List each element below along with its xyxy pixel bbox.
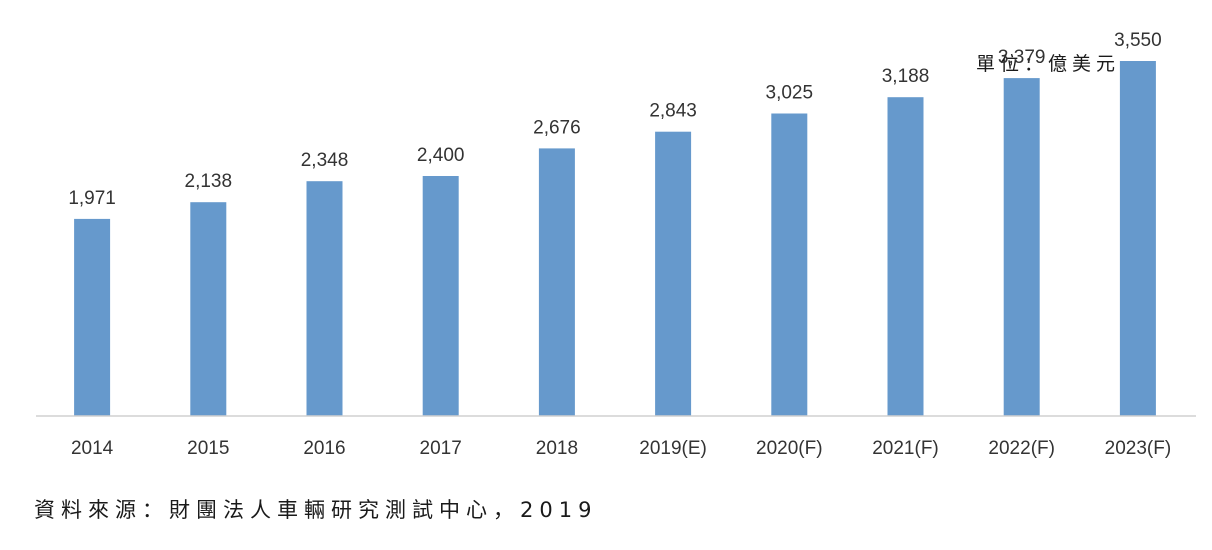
data-label-2016: 2,348 — [301, 150, 349, 171]
bar-2017 — [422, 176, 459, 416]
source-note: 資料來源：財團法人車輛研究測試中心，2019 — [34, 498, 598, 522]
x-tick-labels-group: 2014 2015 2016 2017 2018 2019(E) 2020(F) 2021(F… — [71, 438, 1171, 459]
bar-2020(F) — [771, 113, 808, 416]
data-label-2020(F): 3,025 — [766, 83, 814, 104]
bar-2015 — [190, 202, 227, 416]
data-label-2021(F): 3,188 — [882, 66, 930, 87]
bar-2019(E) — [655, 131, 692, 416]
data-labels-group: 1,971 2,138 2,348 2,400 2,676 2,843 3,025 3,188… — [68, 30, 1161, 209]
x-tick-label-2021(F): 2021(F) — [872, 438, 939, 459]
data-label-2017: 2,400 — [417, 145, 465, 166]
bar-2014 — [74, 218, 111, 416]
bars-group — [74, 61, 1156, 416]
bar-2016 — [306, 181, 343, 416]
x-tick-label-2016: 2016 — [303, 438, 345, 459]
x-tick-label-2018: 2018 — [536, 438, 578, 459]
x-tick-label-2022(F): 2022(F) — [988, 438, 1055, 459]
data-label-2014: 1,971 — [68, 188, 116, 209]
data-label-2018: 2,676 — [533, 117, 581, 138]
x-tick-label-2017: 2017 — [420, 438, 462, 459]
bar-2023(F) — [1119, 61, 1156, 416]
x-tick-label-2019(E): 2019(E) — [639, 438, 707, 459]
x-tick-label-2015: 2015 — [187, 438, 229, 459]
bar-2022(F) — [1003, 78, 1040, 416]
data-label-2015: 2,138 — [185, 171, 233, 192]
unit-label: 單位：億美元 — [976, 53, 1120, 75]
bar-2021(F) — [887, 97, 924, 416]
bar-chart: 單位：億美元 1,971 2,138 2,348 2,400 2,676 2,843 3,0… — [36, 30, 1196, 459]
x-tick-label-2023(F): 2023(F) — [1105, 438, 1172, 459]
data-label-2023(F): 3,550 — [1114, 30, 1162, 51]
data-label-2019(E): 2,843 — [649, 101, 697, 122]
x-tick-label-2020(F): 2020(F) — [756, 438, 823, 459]
data-label-2022(F): 3,379 — [998, 47, 1046, 68]
bar-2018 — [538, 148, 575, 416]
x-tick-label-2014: 2014 — [71, 438, 114, 459]
